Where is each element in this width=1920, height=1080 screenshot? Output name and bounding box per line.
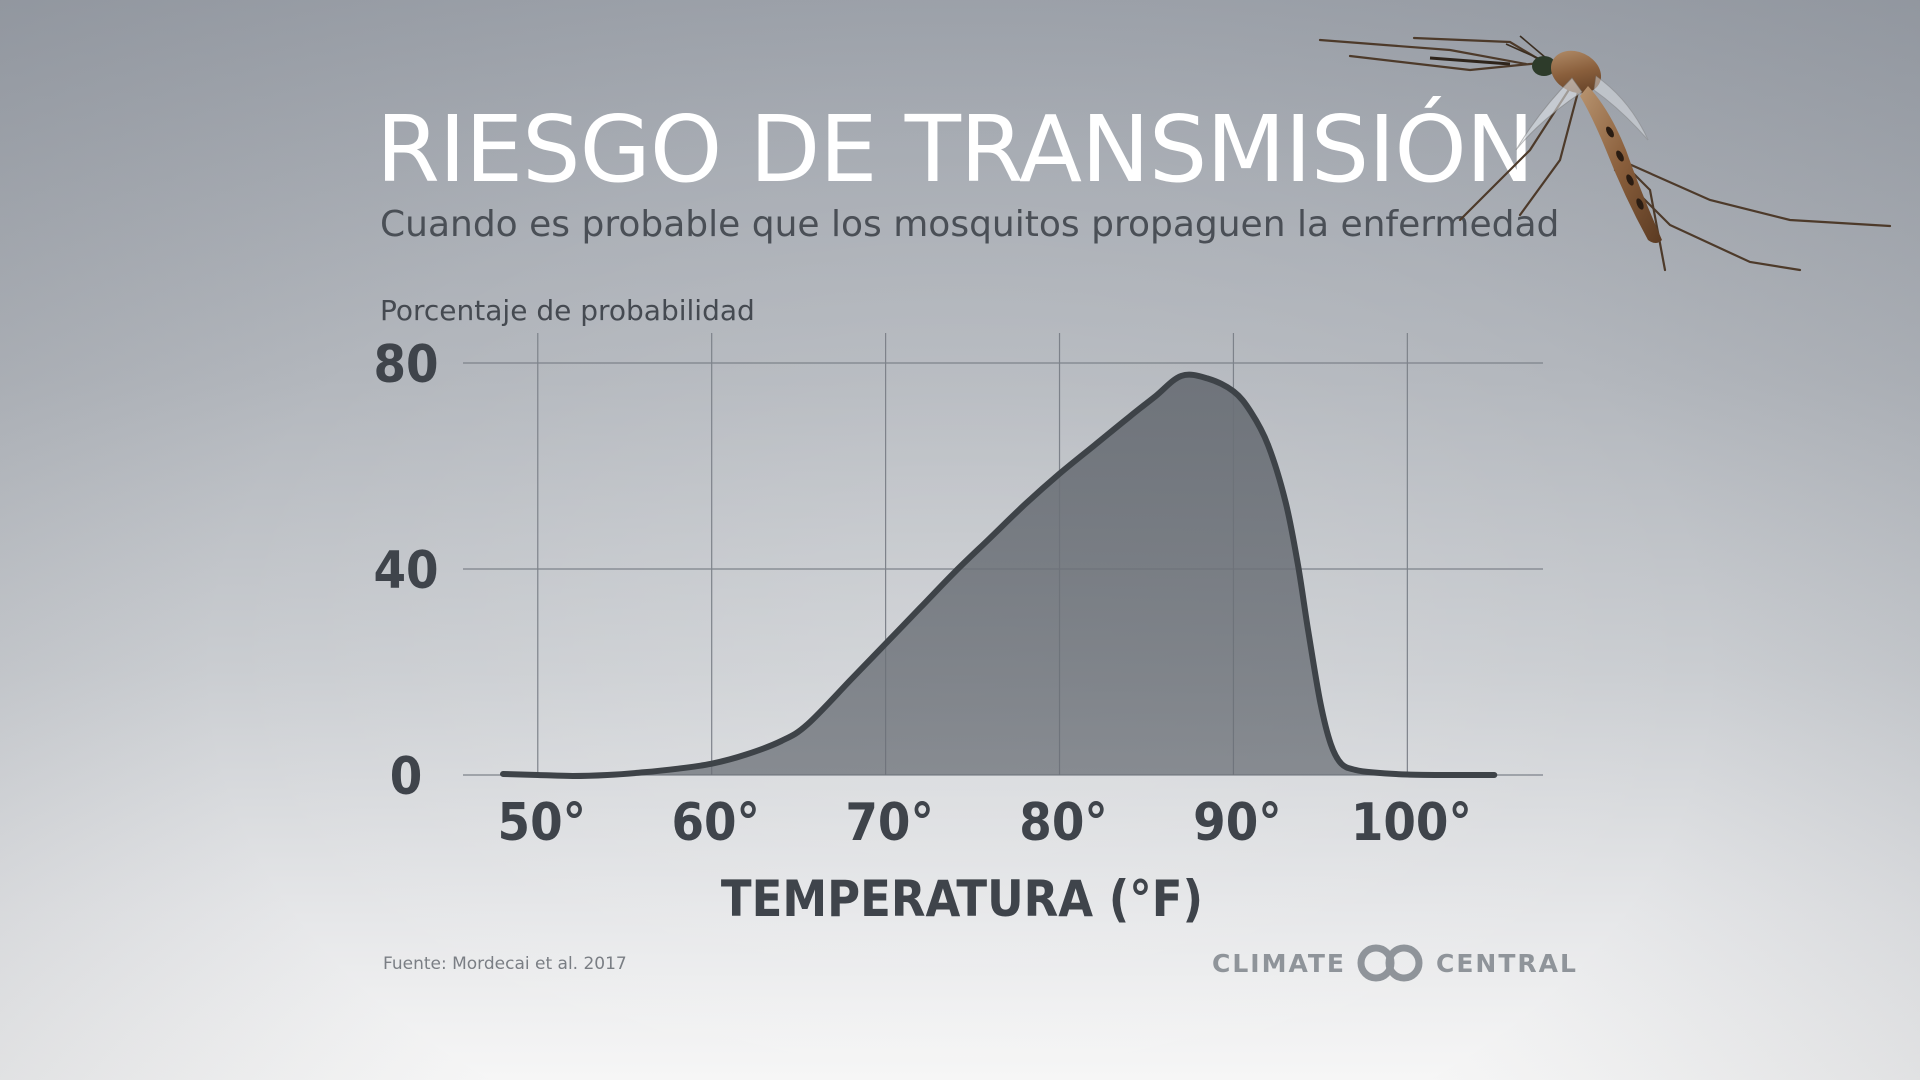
mosquito-icon [1318, 35, 1892, 272]
x-tick-label-0: 50° [498, 793, 587, 853]
y-tick-label-1: 40 [373, 541, 438, 601]
y-axis-ticks: 0 40 80 [373, 335, 438, 807]
x-tick-label-2: 70° [845, 793, 934, 853]
climate-central-logo: CLIMATE CENTRAL [1212, 944, 1578, 982]
y-axis-label: Porcentaje de probabilidad [380, 294, 755, 327]
y-tick-label-0: 0 [390, 747, 423, 807]
series-line [500, 371, 1498, 779]
x-tick-label-4: 90° [1193, 793, 1282, 853]
x-tick-label-3: 80° [1019, 793, 1108, 853]
logo-text-left: CLIMATE [1212, 948, 1346, 978]
x-tick-label-1: 60° [671, 793, 760, 853]
x-tick-label-5: 100° [1351, 793, 1472, 853]
x-axis-label: TEMPERATURA (°F) [721, 870, 1203, 928]
source-credit: Fuente: Mordecai et al. 2017 [383, 954, 627, 974]
page-subtitle: Cuando es probable que los mosquitos pro… [380, 204, 1560, 245]
logo-rings-icon [1357, 944, 1423, 982]
x-axis-ticks: 50° 60° 70° 80° 90° 100° [498, 793, 1472, 853]
y-tick-label-2: 80 [373, 335, 438, 395]
page-title: RIESGO DE TRANSMISIÓN [376, 96, 1535, 203]
series-area [503, 374, 1495, 776]
logo-text-right: CENTRAL [1436, 948, 1578, 978]
